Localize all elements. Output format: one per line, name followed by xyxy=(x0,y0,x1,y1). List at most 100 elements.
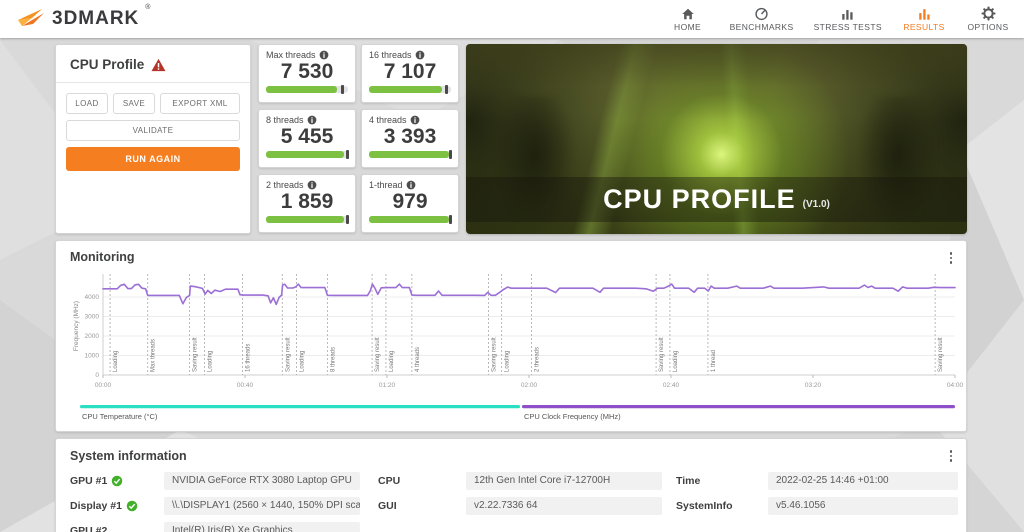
app-header: 3DMARK ® HOME BENCHMARKS STRESS TESTS RESUL… xyxy=(0,0,1024,38)
system-info-label-systeminfo: SystemInfo xyxy=(676,500,768,512)
phase-label: 4 threads xyxy=(415,347,421,372)
export-xml-button[interactable]: EXPORT XML xyxy=(160,93,240,114)
app-logo[interactable]: 3DMARK ® xyxy=(16,4,150,34)
score-bar-marker xyxy=(345,215,349,224)
frequency-chart-svg[interactable]: 0 1000 2000 3000 4000 Frequency (MHz) 00:00 00:… xyxy=(70,266,1020,430)
nav-label-stress-tests: STRESS TESTS xyxy=(813,22,882,32)
nav-item-home[interactable]: HOME xyxy=(666,6,710,32)
score-label-row: 8 threads xyxy=(266,115,348,125)
label-text: CPU xyxy=(378,475,401,487)
nav-label-home: HOME xyxy=(674,22,702,32)
score-bar xyxy=(266,215,349,224)
file-buttons-row: LOAD SAVE EXPORT XML xyxy=(66,93,240,114)
label-text: SystemInfo xyxy=(676,500,733,512)
nav-label-results: RESULTS xyxy=(903,22,945,32)
monitoring-chart: 0 1000 2000 3000 4000 Frequency (MHz) 00:00 00:… xyxy=(70,266,966,435)
score-value: 979 xyxy=(392,190,428,213)
system-information-menu-button[interactable] xyxy=(944,447,958,465)
score-bar-fill xyxy=(266,151,344,158)
nav-label-options: OPTIONS xyxy=(967,22,1009,32)
score-bar-marker xyxy=(445,85,449,94)
score-label: 4 threads xyxy=(369,115,407,125)
score-card-max-threads: Max threads 7 530 xyxy=(258,44,356,103)
legend-swatch-temperature[interactable] xyxy=(80,405,520,409)
legend-label-temperature[interactable]: CPU Temperature (°C) xyxy=(82,412,158,421)
score-bar-fill xyxy=(369,151,449,158)
label-text: GUI xyxy=(378,500,397,512)
y-tick-label: 1000 xyxy=(85,353,100,360)
save-button[interactable]: SAVE xyxy=(113,93,155,114)
monitoring-menu-button[interactable] xyxy=(944,249,958,267)
info-icon[interactable] xyxy=(406,180,416,190)
system-info-value-display-1: \\.\DISPLAY1 (2560 × 1440, 150% DPI scal… xyxy=(164,497,360,515)
score-label-row: 2 threads xyxy=(266,180,348,190)
score-bar-fill xyxy=(369,216,449,223)
score-card-2-threads: 2 threads 1 859 xyxy=(258,174,356,233)
label-text: GPU #1 xyxy=(70,475,108,487)
monitoring-card: Monitoring 0 1000 2000 3000 4000 Frequency (M… xyxy=(55,240,967,432)
info-icon[interactable] xyxy=(415,50,425,60)
score-card-1-thread: 1-thread 979 xyxy=(361,174,459,233)
info-icon[interactable] xyxy=(319,50,329,60)
score-bar xyxy=(369,85,451,94)
score-bar xyxy=(369,150,453,159)
score-value: 7 107 xyxy=(383,60,437,83)
score-label: 16 threads xyxy=(369,50,412,60)
system-info-value-time: 2022-02-25 14:46 +01:00 xyxy=(768,472,958,490)
phase-label: Saving result xyxy=(659,337,665,372)
page-content: CPU Profile LOAD SAVE EXPORT XML VALIDAT… xyxy=(0,38,1024,532)
nav-label-benchmarks: BENCHMARKS xyxy=(729,22,794,32)
run-again-button[interactable]: RUN AGAIN xyxy=(66,147,240,171)
system-information-grid: GPU #1 NVIDIA GeForce RTX 3080 Laptop GPU… xyxy=(70,472,966,532)
score-label: Max threads xyxy=(266,50,316,60)
score-grid: Max threads 7 530 16 threads 7 107 8 threads… xyxy=(258,44,459,234)
warning-icon[interactable] xyxy=(151,58,166,72)
benchmarks-icon xyxy=(754,6,769,21)
phase-label: Loading xyxy=(299,351,305,372)
check-icon xyxy=(126,500,138,512)
stress-tests-icon xyxy=(840,6,855,21)
system-info-row: Display #1 \\.\DISPLAY1 (2560 × 1440, 150… xyxy=(70,497,966,515)
load-button[interactable]: LOAD xyxy=(66,93,108,114)
options-icon xyxy=(981,6,996,21)
home-icon xyxy=(681,6,695,21)
system-info-value-systeminfo: v5.46.1056 xyxy=(768,497,958,515)
score-bar xyxy=(266,150,349,159)
main-nav: HOME BENCHMARKS STRESS TESTS RESULTS OPTIONS xyxy=(666,6,1010,32)
nav-item-options[interactable]: OPTIONS xyxy=(966,6,1010,32)
system-information-title: System information xyxy=(70,449,187,463)
nav-item-results[interactable]: RESULTS xyxy=(902,6,946,32)
score-bar-marker xyxy=(449,150,453,159)
cpu-profile-title-row: CPU Profile xyxy=(56,45,250,83)
x-tick-label: 04:00 xyxy=(947,382,964,389)
hero-statue-right xyxy=(858,97,937,228)
nav-item-stress-tests[interactable]: STRESS TESTS xyxy=(814,6,882,32)
score-bar-marker xyxy=(449,215,453,224)
info-icon[interactable] xyxy=(410,115,420,125)
phase-label: 1 thread xyxy=(711,350,717,372)
cpu-profile-panel: CPU Profile LOAD SAVE EXPORT XML VALIDAT… xyxy=(55,44,251,234)
score-value: 3 393 xyxy=(383,125,437,148)
score-value: 5 455 xyxy=(280,125,334,148)
score-bar-marker xyxy=(345,150,349,159)
logo-icon xyxy=(18,9,44,26)
y-tick-label: 4000 xyxy=(85,294,100,301)
score-card-16-threads: 16 threads 7 107 xyxy=(361,44,459,103)
legend-label-clock-frequency[interactable]: CPU Clock Frequency (MHz) xyxy=(524,412,621,421)
score-bar xyxy=(369,215,453,224)
legend-swatch-clock-frequency[interactable] xyxy=(522,405,955,409)
y-axis-label: Frequency (MHz) xyxy=(73,301,80,351)
score-label: 8 threads xyxy=(266,115,304,125)
system-info-value-gui: v2.22.7336 64 xyxy=(466,497,662,515)
hero-caption-band: CPU PROFILE (V1.0) xyxy=(466,177,967,222)
label-text: GPU #2 xyxy=(70,525,108,532)
info-icon[interactable] xyxy=(307,180,317,190)
info-icon[interactable] xyxy=(307,115,317,125)
system-information-card: System information GPU #1 NVIDIA GeForce … xyxy=(55,438,967,532)
system-info-row: GPU #1 NVIDIA GeForce RTX 3080 Laptop GPU… xyxy=(70,472,966,490)
system-info-value-cpu: 12th Gen Intel Core i7-12700H xyxy=(466,472,662,490)
score-bar-fill xyxy=(266,86,338,93)
validate-button[interactable]: VALIDATE xyxy=(66,120,240,141)
nav-item-benchmarks[interactable]: BENCHMARKS xyxy=(730,6,794,32)
results-top-row: CPU Profile LOAD SAVE EXPORT XML VALIDAT… xyxy=(55,44,967,234)
